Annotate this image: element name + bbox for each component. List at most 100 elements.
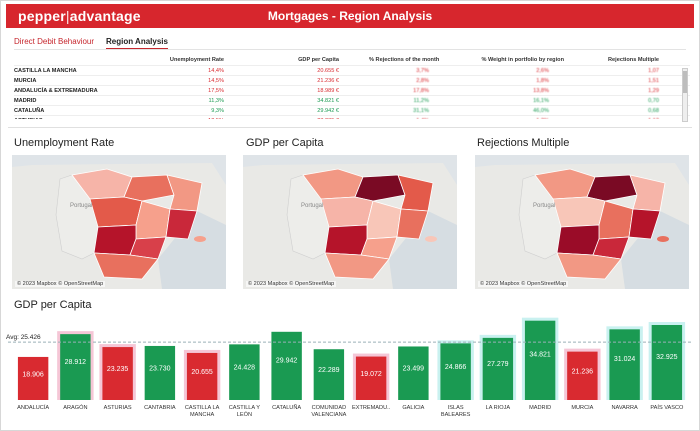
bar-value-label: 24.866	[445, 364, 467, 371]
map-attribution[interactable]: © 2023 Mapbox © OpenStreetMap	[478, 281, 569, 287]
table-cell-unemployment: 14,4%	[208, 68, 224, 74]
tab-bar-divider	[14, 49, 686, 50]
category-label: ARAGÓN	[63, 404, 87, 411]
bar-madrid[interactable]	[524, 320, 556, 400]
spain-regions-map[interactable]	[243, 155, 457, 289]
map-attribution[interactable]: © 2023 Mapbox © OpenStreetMap	[15, 281, 106, 287]
table-cell-unemployment: 17,5%	[208, 88, 224, 94]
rejections-map[interactable]: Portugal © 2023 Mapbox © OpenStreetMap	[475, 155, 689, 289]
table-cell-unemployment: 14,5%	[208, 78, 224, 84]
unemployment-map[interactable]: Portugal © 2023 Mapbox © OpenStreetMap	[12, 155, 226, 289]
table-scrollbar[interactable]	[682, 68, 688, 122]
table-cell-multiple: 1,12	[599, 118, 659, 119]
table-cell-multiple: 1,07	[648, 68, 659, 74]
balearic-islands[interactable]	[425, 236, 437, 242]
column-header[interactable]: % Rejections of the month	[369, 57, 440, 63]
region-shape[interactable]	[165, 208, 198, 240]
bar-value-label: 24.428	[234, 364, 256, 371]
bar-murcia[interactable]	[567, 351, 598, 400]
bar-comunidad-valenciana[interactable]	[313, 349, 345, 400]
bar-value-label: 18.906	[22, 371, 44, 378]
bar-la-rioja[interactable]	[482, 337, 514, 400]
table-cell-weight: 46,0%	[533, 108, 549, 114]
column-header[interactable]: % Weight in portfolio by region	[481, 57, 564, 63]
table-cell-multiple: 0,68	[648, 108, 659, 114]
table-row[interactable]: CATALUÑA 9,3% 29.942 € 31,1% 46,0% 0,68	[14, 105, 690, 115]
logo-right: advantage	[69, 8, 141, 24]
spain-regions-map[interactable]	[475, 155, 689, 289]
region-shape[interactable]	[324, 252, 390, 280]
category-label: ANDALUCÍA	[17, 404, 49, 411]
category-label: ASTURIAS	[104, 405, 132, 411]
category-label: BALEARES	[441, 412, 471, 418]
column-header[interactable]: Unemployment Rate	[169, 57, 224, 63]
section-divider	[8, 127, 692, 128]
region-shape[interactable]	[354, 174, 406, 202]
region-shape[interactable]	[324, 224, 368, 256]
map-label-portugal: Portugal	[70, 203, 93, 209]
bar-value-label: 23.730	[149, 365, 171, 372]
table-cell-gdp: 20.655 €	[317, 68, 339, 74]
region-shape[interactable]	[628, 208, 661, 240]
bar-value-label: 20.655	[191, 369, 213, 376]
region-shape[interactable]	[320, 196, 374, 228]
bar-cantabria[interactable]	[144, 345, 176, 400]
table-row[interactable]: ASTURIAS 12,5% 23.235 € 1,4% 1,2% 1,12	[14, 115, 690, 119]
table-cell-region: ANDALUCÍA & EXTREMADURA	[14, 88, 98, 94]
category-label: CATALUÑA	[272, 404, 301, 411]
table-row[interactable]: ANDALUCÍA & EXTREMADURA 17,5% 18.989 € 17,8…	[14, 85, 690, 95]
bar-castilla-y-le-n[interactable]	[229, 344, 260, 400]
gdp-map[interactable]: Portugal © 2023 Mapbox © OpenStreetMap	[243, 155, 457, 289]
table-cell-region: CATALUÑA	[14, 108, 45, 114]
bar-islas-baleares[interactable]	[440, 343, 471, 400]
bar-value-label: 34.821	[529, 351, 551, 358]
region-shape[interactable]	[556, 252, 622, 280]
region-shape[interactable]	[396, 208, 429, 240]
balearic-islands[interactable]	[657, 236, 669, 242]
bar-navarra[interactable]	[609, 329, 640, 400]
balearic-islands[interactable]	[194, 236, 206, 242]
table-cell-region: MADRID	[14, 98, 37, 104]
category-label: CASTILLA Y	[229, 405, 261, 411]
region-shape[interactable]	[123, 174, 175, 202]
bar-arag-n[interactable]	[60, 334, 91, 400]
region-shape[interactable]	[93, 224, 137, 256]
sea-area	[389, 211, 457, 289]
region-shape[interactable]	[93, 252, 159, 280]
map-label-portugal: Portugal	[301, 203, 324, 209]
tab-direct-debit-behaviour[interactable]: Direct Debit Behaviour	[14, 37, 95, 46]
spain-regions-map[interactable]	[12, 155, 226, 289]
table-row[interactable]: CASTILLA LA MANCHA 14,4% 20.655 € 3,7% 2,6% 1…	[14, 65, 690, 75]
region-shape[interactable]	[586, 174, 638, 202]
category-label: CANTABRIA	[144, 405, 176, 411]
bar-value-label: 23.235	[107, 366, 129, 373]
table-row[interactable]: MADRID 11,3% 34.821 € 11,2% 16,1% 0,70	[14, 95, 690, 105]
scrollbar-thumb[interactable]	[683, 71, 687, 93]
table-cell-region: MURCIA	[14, 78, 37, 84]
bar-value-label: 19.072	[360, 371, 382, 378]
column-header[interactable]: Rejections Multiple	[608, 57, 659, 63]
category-label: CASTILLA LA	[185, 405, 220, 411]
region-shape[interactable]	[89, 196, 143, 228]
table-cell-weight: 1,2%	[479, 118, 549, 119]
category-label: EXTREMADU..	[352, 405, 391, 411]
bar-extremadu-[interactable]	[355, 356, 387, 400]
table-cell-weight: 13,8%	[533, 88, 549, 94]
bar-catalu-a[interactable]	[271, 331, 302, 400]
map-attribution[interactable]: © 2023 Mapbox © OpenStreetMap	[246, 281, 337, 287]
table-cell-multiple: 1,29	[648, 88, 659, 94]
column-header[interactable]: GDP per Capita	[298, 57, 339, 63]
bar-castilla-la-mancha[interactable]	[186, 352, 218, 400]
bar-andaluc-a[interactable]	[17, 356, 49, 400]
app-header: pepper|advantage Mortgages - Region Anal…	[6, 4, 694, 28]
region-shape[interactable]	[556, 224, 600, 256]
bar-asturias[interactable]	[102, 347, 133, 400]
category-label: ISLAS	[448, 405, 464, 411]
bar-pa-s-vasco[interactable]	[651, 325, 683, 400]
category-label: MADRID	[529, 405, 551, 411]
region-shape[interactable]	[552, 196, 606, 228]
table-row[interactable]: MURCIA 14,5% 21.236 € 2,8% 1,8% 1,51	[14, 75, 690, 85]
bar-galicia[interactable]	[398, 346, 429, 400]
region-table: Unemployment Rate GDP per Capita % Rejec…	[14, 55, 690, 119]
bar-value-label: 23.499	[403, 366, 425, 373]
